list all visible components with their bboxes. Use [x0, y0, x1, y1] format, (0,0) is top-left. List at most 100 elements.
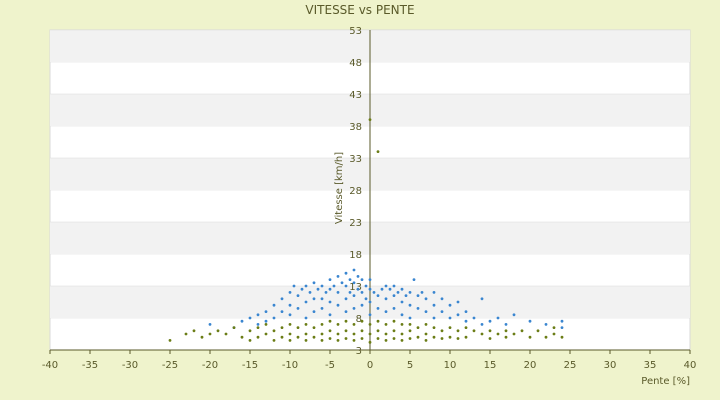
data-point-olive — [416, 335, 420, 339]
data-point-blue — [372, 291, 376, 294]
data-point-olive — [344, 319, 348, 323]
data-point-blue — [356, 275, 360, 278]
data-point-olive — [376, 337, 380, 340]
y-tick-label: 13 — [349, 282, 362, 293]
data-point-olive — [528, 335, 532, 339]
data-point-olive — [352, 339, 356, 342]
data-point-olive — [408, 337, 412, 340]
data-point-olive — [536, 329, 540, 333]
data-point-blue — [384, 297, 388, 301]
data-point-blue — [300, 287, 304, 291]
data-point-olive — [352, 323, 356, 326]
data-point-olive — [384, 339, 388, 342]
data-point-olive — [376, 329, 380, 333]
data-point-olive — [304, 332, 308, 336]
data-point-olive — [552, 332, 556, 336]
data-point-olive — [192, 329, 196, 333]
data-point-blue — [392, 294, 396, 297]
data-point-olive — [432, 335, 436, 339]
data-point-olive — [312, 326, 316, 329]
data-point-blue — [352, 268, 356, 272]
x-tick-label: 5 — [407, 360, 413, 371]
data-point-blue — [432, 291, 436, 294]
data-point-blue — [376, 307, 380, 310]
data-point-blue — [464, 319, 468, 323]
data-point-blue — [416, 307, 420, 310]
data-point-olive — [312, 335, 316, 339]
x-tick-label: 15 — [484, 360, 497, 371]
data-point-blue — [328, 278, 332, 281]
data-point-blue — [368, 278, 372, 281]
data-point-blue — [364, 297, 368, 301]
data-point-blue — [388, 287, 392, 291]
data-point-olive — [280, 326, 284, 329]
data-point-olive — [248, 339, 252, 342]
x-tick-label: 20 — [524, 360, 537, 371]
data-point-olive — [448, 335, 452, 339]
data-point-olive — [344, 329, 348, 333]
data-point-blue — [248, 316, 252, 320]
data-point-blue — [264, 310, 268, 313]
data-point-blue — [348, 278, 352, 281]
data-point-olive — [264, 323, 268, 326]
x-tick-label: -25 — [162, 360, 178, 371]
x-tick-label: -5 — [325, 360, 335, 371]
data-point-blue — [384, 310, 388, 313]
data-point-olive — [320, 323, 324, 326]
data-point-blue — [320, 284, 324, 288]
data-point-blue — [320, 307, 324, 310]
data-point-olive — [328, 337, 332, 340]
data-point-olive — [336, 323, 340, 326]
y-tick-label: 38 — [349, 122, 362, 133]
data-point-olive — [544, 335, 548, 339]
data-point-blue — [360, 303, 364, 307]
data-point-olive — [432, 326, 436, 329]
data-point-blue — [440, 310, 444, 313]
data-point-olive — [456, 329, 460, 333]
x-axis-label: Pente [%] — [641, 376, 690, 387]
data-point-blue — [320, 297, 324, 301]
data-point-blue — [304, 300, 308, 304]
data-point-olive — [328, 329, 332, 333]
data-point-blue — [280, 297, 284, 301]
data-point-blue — [472, 316, 476, 320]
x-tick-label: -10 — [282, 360, 298, 371]
data-point-blue — [392, 307, 396, 310]
data-point-olive — [392, 319, 396, 323]
data-point-olive — [360, 319, 364, 323]
data-point-olive — [288, 323, 292, 326]
data-point-olive — [184, 332, 188, 336]
data-point-blue — [296, 294, 300, 297]
data-point-blue — [340, 281, 344, 285]
data-point-olive — [424, 323, 428, 326]
data-point-olive — [256, 335, 260, 339]
data-point-blue — [408, 316, 412, 320]
data-point-blue — [512, 313, 516, 317]
y-tick-label: 3 — [356, 346, 362, 357]
data-point-blue — [408, 303, 412, 307]
x-tick-label: -30 — [122, 360, 138, 371]
data-point-olive — [400, 339, 404, 342]
data-point-blue — [368, 287, 372, 291]
data-point-olive — [320, 332, 324, 336]
data-point-blue — [400, 313, 404, 317]
y-tick-label: 53 — [349, 26, 362, 37]
data-point-blue — [368, 313, 372, 317]
x-tick-label: 35 — [644, 360, 657, 371]
data-point-olive — [504, 329, 508, 333]
data-point-olive — [328, 319, 332, 323]
data-point-blue — [288, 303, 292, 307]
data-point-olive — [304, 323, 308, 326]
data-point-olive — [368, 340, 372, 344]
data-point-olive — [288, 332, 292, 336]
data-point-olive — [336, 332, 340, 336]
data-point-olive — [424, 339, 428, 342]
data-point-blue — [304, 284, 308, 288]
data-point-olive — [240, 335, 244, 339]
data-point-blue — [336, 291, 340, 294]
y-tick-label: 33 — [349, 154, 362, 165]
data-point-olive — [440, 329, 444, 333]
data-point-blue — [560, 319, 564, 323]
data-point-olive — [464, 335, 468, 339]
